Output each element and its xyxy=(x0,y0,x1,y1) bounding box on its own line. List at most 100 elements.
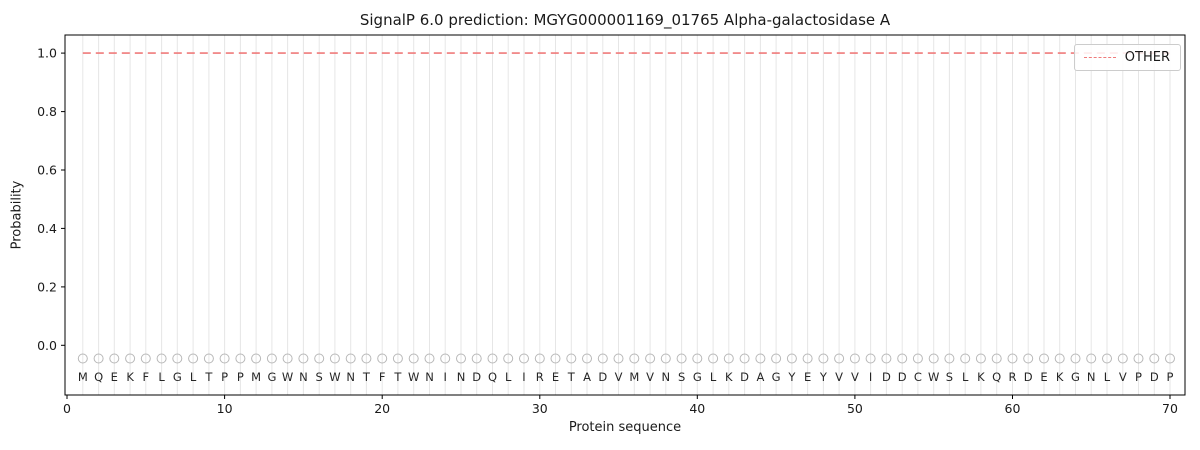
sequence-letter: K xyxy=(126,370,134,384)
residue-marker-circle xyxy=(503,353,514,364)
sequence-letter: V xyxy=(646,370,654,384)
residue-marker-circle xyxy=(928,353,939,364)
residue-marker-circle xyxy=(1117,353,1128,364)
residue-marker-circle xyxy=(266,353,277,364)
sequence-letter: W xyxy=(408,370,419,384)
residue-marker-circle xyxy=(834,353,845,364)
residue-marker-circle xyxy=(550,353,561,364)
residue-marker-circle xyxy=(329,353,340,364)
residue-marker-circle xyxy=(1054,353,1065,364)
y-tick-label: 0.2 xyxy=(37,279,57,294)
residue-marker-circle xyxy=(582,353,592,364)
sequence-letter: G xyxy=(173,370,182,384)
residue-marker-circle xyxy=(519,353,529,364)
sequence-letter: P xyxy=(237,370,244,384)
residue-marker-circle xyxy=(1007,353,1018,364)
sequence-letter: K xyxy=(977,370,985,384)
sequence-letter: L xyxy=(505,370,512,384)
sequence-letter: P xyxy=(221,370,228,384)
sequence-letter: P xyxy=(1167,370,1174,384)
residue-marker-circle xyxy=(597,353,608,364)
sequence-letter: D xyxy=(472,370,481,384)
sequence-letter: L xyxy=(962,370,969,384)
sequence-letter: D xyxy=(598,370,607,384)
x-axis-ticks: 0 10 20 30 40 50 60 70 xyxy=(63,395,1178,416)
y-tick-label: 0.4 xyxy=(37,221,57,236)
sequence-letter: T xyxy=(393,370,402,384)
sequence-letter: M xyxy=(251,370,261,384)
sequence-letter: V xyxy=(851,370,859,384)
y-tick-label: 1.0 xyxy=(37,46,57,61)
x-tick-label: 0 xyxy=(63,401,71,416)
residue-marker-circle xyxy=(786,353,797,364)
sequence-letter: T xyxy=(567,370,576,384)
residue-marker-circle xyxy=(456,353,466,364)
residue-marker-circle xyxy=(251,353,262,364)
gridlines xyxy=(82,35,1171,395)
sequence-letter: G xyxy=(267,370,276,384)
residue-marker-circle xyxy=(203,353,214,364)
sequence-letter: E xyxy=(111,370,118,384)
sequence-letter: I xyxy=(443,370,446,384)
residue-marker-circle xyxy=(377,353,388,364)
residue-marker-circle xyxy=(912,353,923,364)
residue-marker-circle xyxy=(487,353,498,364)
sequence-letter: Y xyxy=(787,370,796,384)
sequence-letter: W xyxy=(928,370,939,384)
residue-marker-circle xyxy=(723,353,734,364)
residue-marker-circle xyxy=(140,353,151,364)
sequence-letter: N xyxy=(299,370,308,384)
x-tick-label: 20 xyxy=(374,401,390,416)
residue-marker-circle xyxy=(314,353,325,364)
sequence-letter: N xyxy=(457,370,466,384)
sequence-letter: Q xyxy=(488,370,497,384)
residue-marker-circle xyxy=(424,353,435,364)
x-tick-label: 40 xyxy=(689,401,705,416)
sequence-letter: T xyxy=(204,370,213,384)
residue-marker-circle xyxy=(566,353,577,364)
sequence-letter: E xyxy=(1040,370,1047,384)
sequence-letter: N xyxy=(1087,370,1096,384)
legend-dashed-line-sample xyxy=(1083,57,1116,58)
residue-marker-circle xyxy=(739,353,750,364)
sequence-letter: A xyxy=(756,370,764,384)
residue-marker-circle xyxy=(1086,353,1097,364)
residue-marker-circle xyxy=(361,353,372,364)
sequence-letter: L xyxy=(710,370,717,384)
legend: OTHER xyxy=(1073,44,1181,71)
sequence-letter: L xyxy=(158,370,165,384)
residue-marker-circle xyxy=(282,353,293,364)
residue-marker-circle xyxy=(471,353,482,364)
residue-marker-circle xyxy=(1102,353,1112,364)
residue-markers xyxy=(77,353,1175,364)
residue-marker-circle xyxy=(109,353,120,364)
residue-marker-circle xyxy=(660,353,671,364)
residue-marker-circle xyxy=(865,353,876,364)
residue-marker-circle xyxy=(645,353,656,364)
x-tick-label: 30 xyxy=(532,401,548,416)
sequence-letter: A xyxy=(583,370,591,384)
residue-marker-circle xyxy=(392,353,403,364)
residue-marker-circle xyxy=(1133,353,1144,364)
residue-marker-circle xyxy=(408,353,419,364)
sequence-letter: K xyxy=(725,370,733,384)
residue-marker-circle xyxy=(345,353,356,364)
y-axis-label: Probability xyxy=(9,180,25,250)
sequence-letter: R xyxy=(1009,370,1017,384)
sequence-letter: Q xyxy=(94,370,103,384)
legend-label: OTHER xyxy=(1124,50,1170,65)
residue-marker-circle xyxy=(944,353,955,364)
residue-marker-circle xyxy=(771,353,782,364)
sequence-letter: T xyxy=(362,370,371,384)
residue-marker-circle xyxy=(77,353,88,364)
residue-marker-circle xyxy=(1023,353,1034,364)
sequence-letter: L xyxy=(190,370,197,384)
sequence-letter: G xyxy=(772,370,781,384)
sequence-letter: D xyxy=(1024,370,1033,384)
x-tick-label: 10 xyxy=(217,401,233,416)
residue-marker-circle xyxy=(991,353,1002,364)
residue-marker-circle xyxy=(1149,353,1160,364)
x-tick-label: 70 xyxy=(1162,401,1178,416)
residue-marker-circle xyxy=(1070,353,1081,364)
